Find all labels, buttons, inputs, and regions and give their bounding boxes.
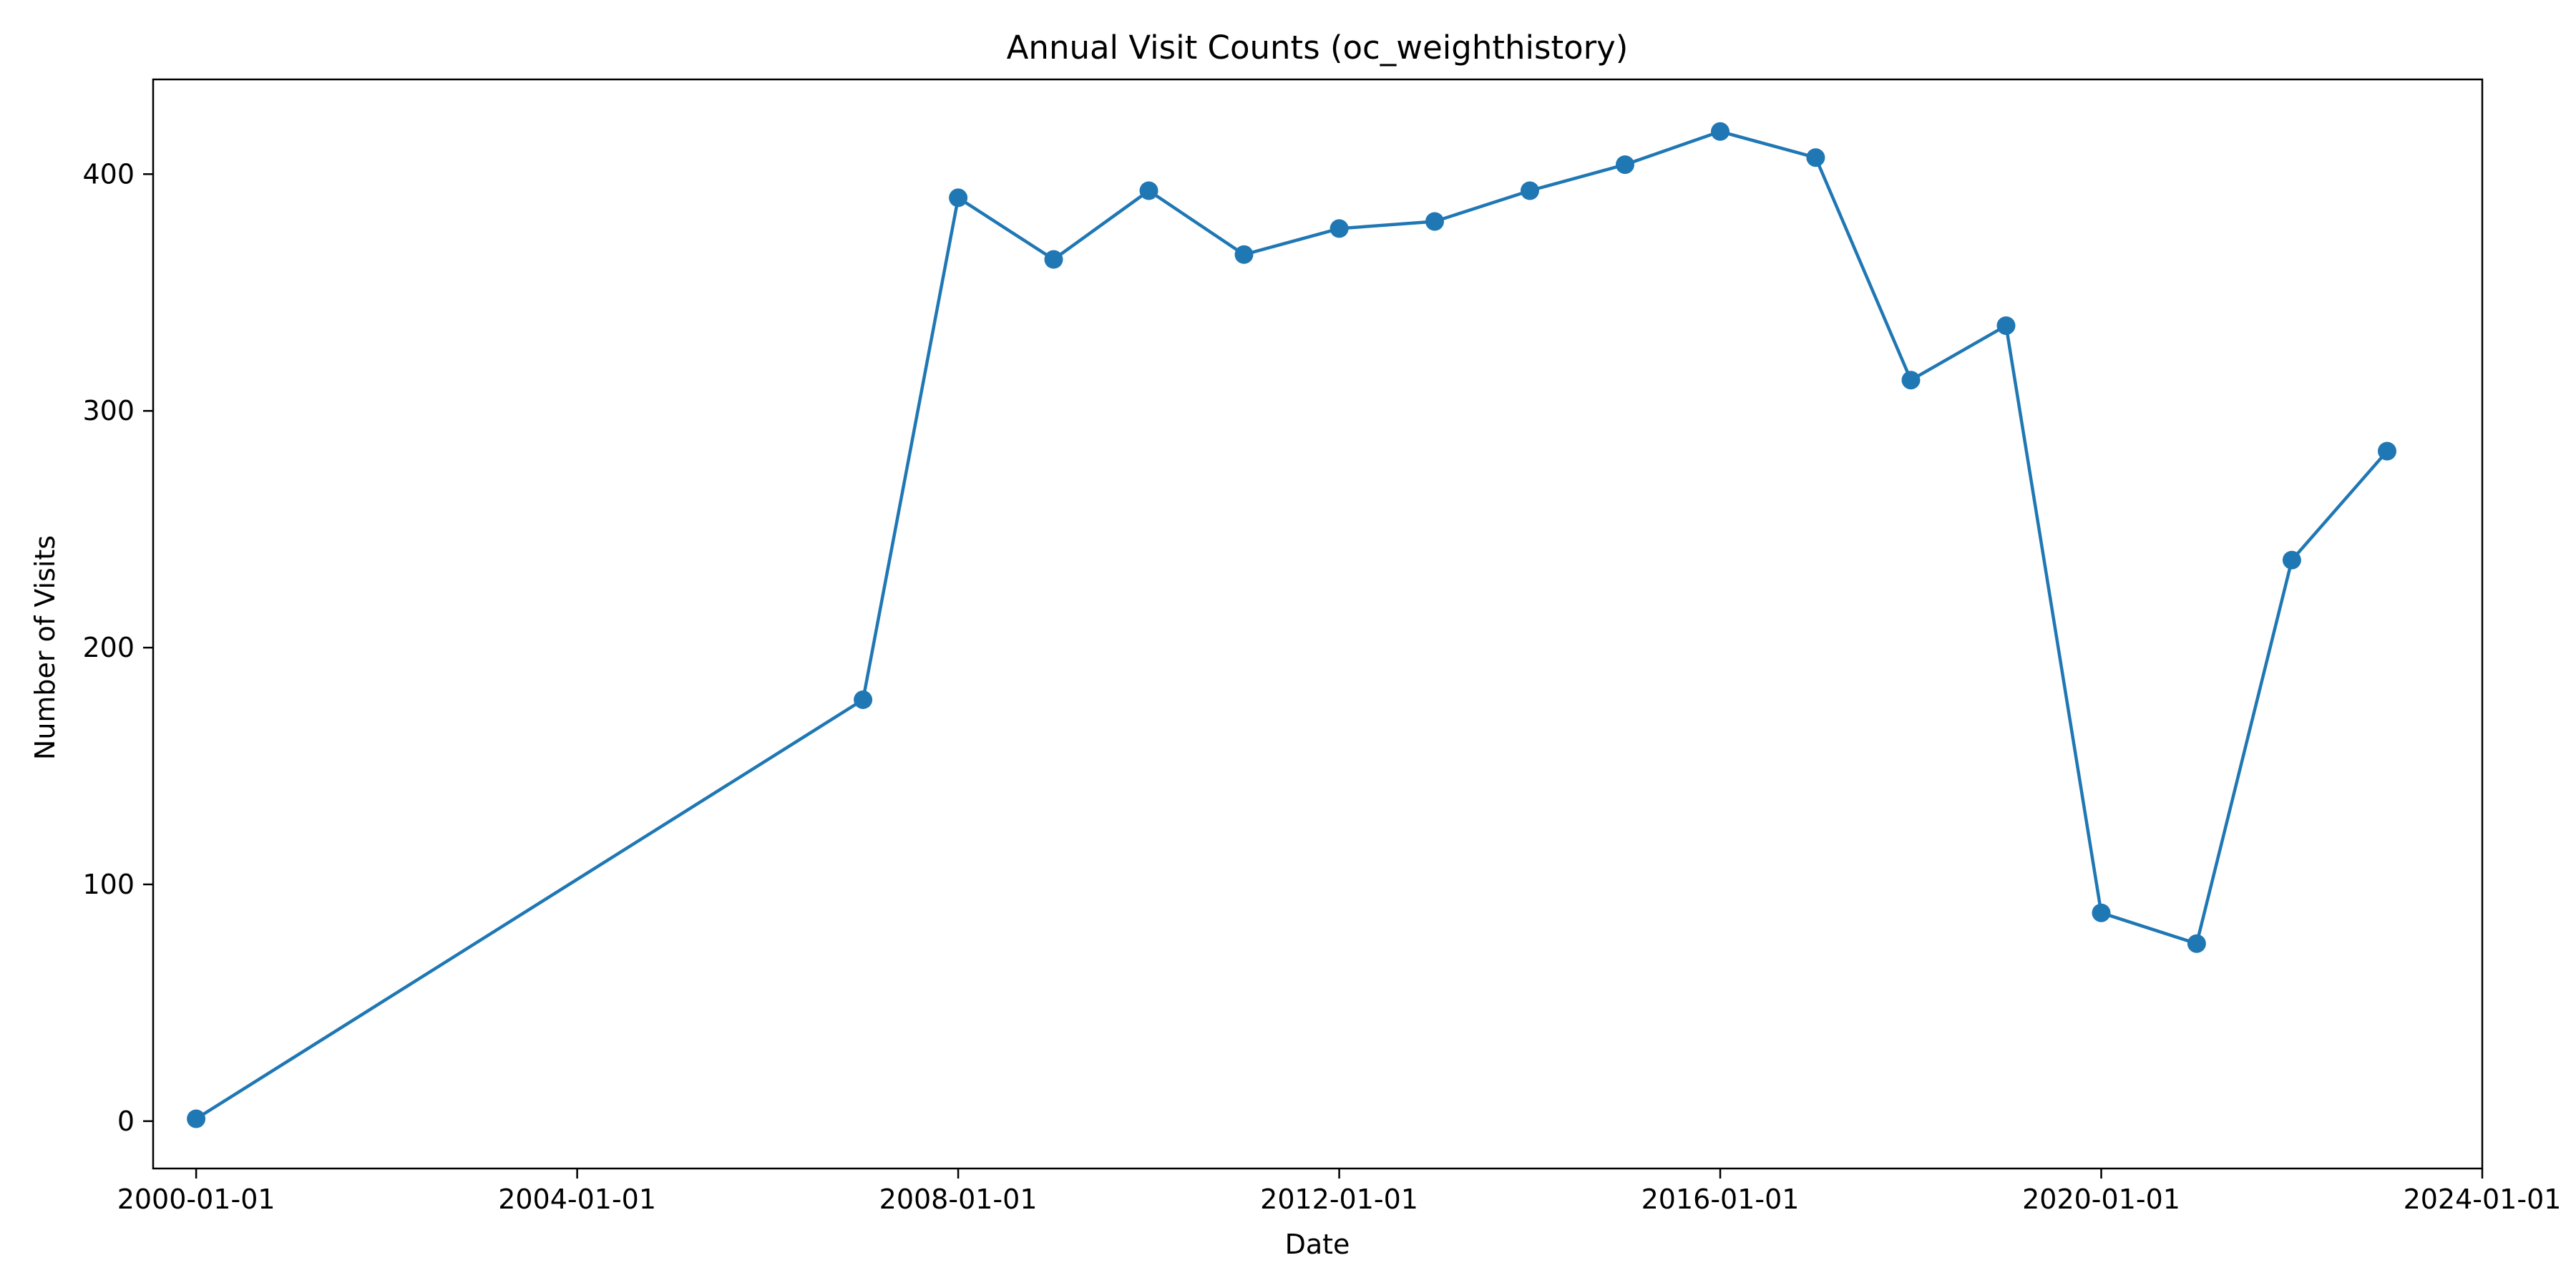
data-point — [2282, 550, 2301, 570]
x-tick-label: 2000-01-01 — [117, 1184, 275, 1215]
series-layer — [187, 122, 2396, 1128]
series-line — [195, 130, 2389, 1121]
chart-title: Annual Visit Counts (oc_weighthistory) — [1007, 29, 1629, 67]
y-tick-label: 100 — [82, 869, 135, 900]
x-tick-label: 2024-01-01 — [2404, 1184, 2562, 1215]
x-axis-label: Date — [1285, 1229, 1350, 1260]
y-tick-label: 0 — [117, 1106, 135, 1137]
x-tick-label: 2016-01-01 — [1641, 1184, 1800, 1215]
data-point — [1234, 245, 1254, 264]
x-axis: 2000-01-01 2004-01-01 2008-01-01 2012-01-01… — [117, 1169, 2562, 1215]
data-point — [1616, 155, 1634, 175]
data-point — [1521, 181, 1539, 200]
data-point — [1806, 148, 1825, 167]
data-point — [1711, 122, 1729, 141]
data-point — [2187, 934, 2206, 953]
y-tick-label: 400 — [82, 158, 135, 190]
data-point — [1425, 212, 1444, 231]
data-point — [1139, 181, 1158, 200]
data-point — [1996, 316, 2016, 336]
data-point — [1044, 250, 1063, 269]
data-point — [187, 1109, 206, 1128]
data-point — [854, 690, 873, 709]
y-tick-label: 300 — [82, 395, 135, 426]
data-point — [2092, 903, 2111, 922]
x-tick-label: 2004-01-01 — [498, 1184, 656, 1215]
data-point — [2378, 441, 2396, 461]
plot-frame — [152, 78, 2484, 1170]
data-point — [949, 188, 968, 208]
y-tick-label: 200 — [82, 632, 135, 663]
data-point — [1330, 219, 1349, 238]
x-tick-label: 2008-01-01 — [879, 1184, 1038, 1215]
y-axis-label: Number of Visits — [29, 535, 61, 760]
data-point — [1901, 371, 1921, 390]
y-axis: 0 100 200 300 400 — [82, 158, 153, 1137]
x-tick-label: 2012-01-01 — [1260, 1184, 1418, 1215]
x-tick-label: 2020-01-01 — [2022, 1184, 2180, 1215]
